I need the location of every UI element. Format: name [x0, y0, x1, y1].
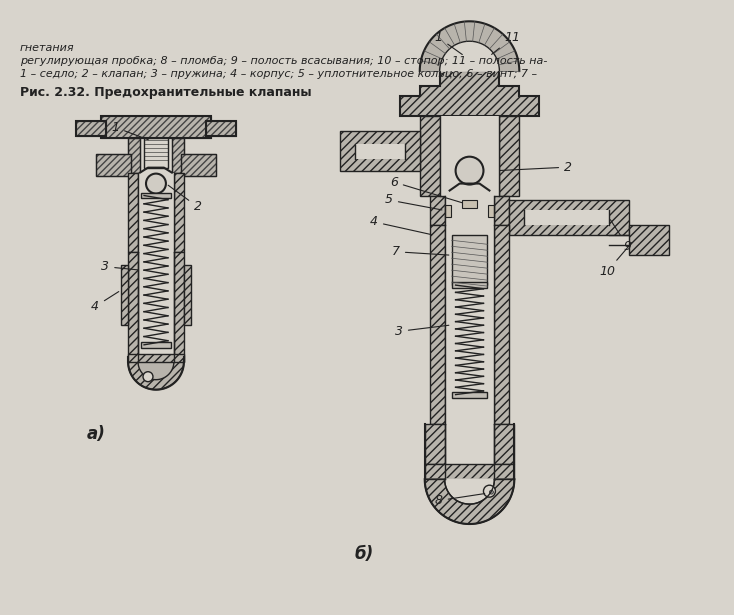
Bar — [144, 138, 168, 168]
Bar — [495, 196, 509, 225]
Bar — [101, 116, 211, 138]
Bar — [451, 236, 487, 285]
Bar — [425, 464, 515, 479]
Text: 3: 3 — [101, 260, 138, 273]
Bar — [76, 121, 106, 136]
Text: 4: 4 — [91, 292, 119, 313]
Circle shape — [490, 490, 493, 494]
Text: б): б) — [355, 545, 374, 563]
Bar — [355, 144, 405, 159]
Bar — [451, 392, 487, 397]
Bar — [445, 196, 495, 225]
Bar — [340, 131, 420, 170]
Bar — [184, 265, 191, 325]
Bar — [524, 210, 609, 225]
Polygon shape — [425, 479, 515, 524]
Bar — [96, 154, 131, 176]
Text: 8: 8 — [435, 494, 484, 507]
Bar — [172, 138, 184, 173]
Text: 6: 6 — [390, 175, 462, 203]
Polygon shape — [128, 362, 184, 390]
Bar — [206, 121, 236, 136]
Circle shape — [146, 173, 166, 194]
Text: 11: 11 — [492, 31, 520, 54]
Text: 10: 10 — [599, 242, 632, 278]
Text: 1: 1 — [435, 31, 462, 55]
Bar — [141, 342, 171, 348]
Bar — [499, 116, 520, 196]
Bar — [128, 354, 184, 362]
Text: 3: 3 — [395, 325, 449, 338]
Bar — [121, 265, 128, 325]
Bar — [440, 116, 499, 196]
Bar — [425, 424, 445, 464]
Text: Рис. 2.32. Предохранительные клапаны: Рис. 2.32. Предохранительные клапаны — [20, 86, 311, 99]
Bar — [141, 192, 171, 199]
Text: а): а) — [87, 426, 105, 443]
Bar — [128, 138, 140, 173]
Bar — [138, 173, 174, 252]
Bar — [429, 196, 445, 225]
Bar — [495, 225, 509, 424]
Bar — [76, 121, 106, 136]
Bar — [181, 154, 216, 176]
Bar — [445, 225, 495, 424]
Polygon shape — [440, 41, 499, 71]
Text: 2: 2 — [500, 161, 572, 173]
Bar — [488, 205, 495, 218]
Polygon shape — [425, 479, 515, 524]
Polygon shape — [445, 479, 495, 504]
Bar — [206, 121, 236, 136]
Text: 1: 1 — [111, 121, 148, 140]
Bar — [128, 173, 138, 252]
Text: 4: 4 — [370, 215, 432, 235]
Bar — [174, 252, 184, 362]
Text: 7: 7 — [392, 245, 449, 258]
Text: 5: 5 — [385, 194, 442, 210]
Bar — [96, 154, 131, 176]
Circle shape — [456, 157, 484, 184]
Text: 2: 2 — [168, 185, 202, 213]
Text: регулирующая пробка; 8 – пломба; 9 – полость всасывания; 10 – стопор; 11 – полос: регулирующая пробка; 8 – пломба; 9 – пол… — [20, 56, 547, 66]
Bar — [451, 282, 487, 288]
Bar — [128, 252, 138, 362]
Bar — [495, 424, 515, 464]
Text: 1 – седло; 2 – клапан; 3 – пружина; 4 – корпус; 5 – уплотнительное кольцо; 6 – в: 1 – седло; 2 – клапан; 3 – пружина; 4 – … — [20, 69, 537, 79]
Bar — [429, 225, 445, 424]
Bar — [420, 116, 440, 196]
Bar — [172, 138, 184, 173]
Polygon shape — [400, 71, 539, 116]
Bar — [174, 173, 184, 252]
Bar — [128, 138, 140, 173]
Text: гнетания: гнетания — [20, 43, 74, 54]
Text: 9: 9 — [611, 220, 632, 253]
Polygon shape — [420, 22, 520, 71]
Bar — [181, 154, 216, 176]
Bar — [509, 200, 629, 236]
Circle shape — [143, 371, 153, 382]
Bar — [445, 205, 451, 218]
Circle shape — [484, 485, 495, 497]
Bar — [629, 225, 669, 255]
Bar — [101, 116, 211, 138]
Bar — [462, 200, 478, 208]
